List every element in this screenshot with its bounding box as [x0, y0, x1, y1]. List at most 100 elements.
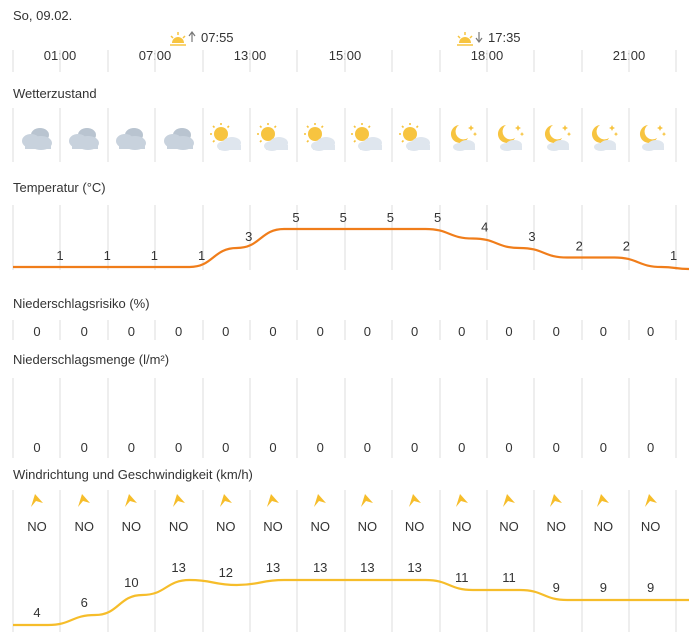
precip-amount-value: 0: [599, 440, 607, 455]
precip-amount-value: 0: [222, 440, 230, 455]
precip-amount-value: 0: [646, 440, 655, 455]
wind-direction: NO: [499, 519, 519, 534]
sunrise-icon: [170, 31, 196, 46]
temperature-line: [12, 227, 689, 271]
wind-direction: NO: [546, 519, 566, 534]
temperature-value: 1: [670, 248, 677, 263]
precip-amount-value: 0: [33, 440, 41, 455]
cloudy-icon: [111, 122, 151, 154]
precip-risk-value: 0: [269, 324, 277, 339]
precip-amount-value: 0: [363, 440, 371, 455]
temperature-value: 2: [623, 239, 630, 254]
temperature-value: 1: [104, 248, 111, 263]
wind-arrow-icon: [501, 493, 517, 514]
moon-cloud-icon: [536, 122, 576, 154]
precip-amount-value: 0: [410, 440, 419, 455]
temperature-value: 5: [387, 210, 394, 225]
wind-arrow-icon: [548, 493, 564, 514]
wind-direction: NO: [74, 519, 94, 534]
wind-direction: NO: [593, 519, 614, 534]
sunrise-time: 07:55: [201, 30, 234, 45]
wind-speed-value: 12: [219, 565, 233, 580]
wind-speed-value: 9: [553, 580, 560, 595]
wind-speed-value: 4: [33, 605, 40, 620]
precip-risk-value: 0: [599, 324, 607, 339]
wind-speed-value: 11: [502, 570, 516, 585]
wind-direction: NO: [357, 519, 378, 534]
moon-cloud-icon: [489, 122, 529, 154]
precip-amount-value: 0: [174, 440, 183, 455]
wind-speed-value: 11: [455, 570, 469, 585]
temperature-value: 1: [151, 248, 158, 263]
wind-arrow-icon: [407, 493, 423, 514]
precip-risk-value: 0: [458, 324, 466, 339]
precip-amount-value: 0: [127, 440, 135, 455]
precip-amount-value: 0: [458, 440, 466, 455]
wind-speed-line: [13, 578, 689, 627]
wind-direction: NO: [263, 519, 283, 534]
temperature-value: 4: [481, 220, 488, 235]
partly-sunny-icon: [347, 122, 387, 154]
wind-arrow-icon: [76, 493, 92, 514]
wind-direction: NO: [121, 519, 142, 534]
sunset-time: 17:35: [488, 30, 521, 45]
cloudy-icon: [159, 122, 199, 154]
wind-arrow-icon: [643, 493, 659, 514]
precip-risk-value: 0: [316, 324, 324, 339]
wind-arrow-icon: [312, 493, 328, 514]
precip-amount-value: 0: [80, 440, 88, 455]
precip-amount-value: 0: [269, 440, 277, 455]
cloudy-icon: [17, 122, 57, 154]
temperature-value: 2: [576, 239, 583, 254]
date-label: So, 09.02.: [13, 8, 73, 23]
precip-risk-value: 0: [127, 324, 135, 339]
precip-risk-value: 0: [646, 324, 655, 339]
precip-risk-value: 0: [33, 324, 41, 339]
precip-risk-value: 0: [80, 324, 88, 339]
precip-amount-value: 0: [505, 440, 513, 455]
wind-arrow-icon: [454, 493, 470, 514]
precip-risk-value: 0: [222, 324, 230, 339]
section-label-precip-risk: Niederschlagsrisiko (%): [13, 296, 150, 311]
section-label-condition: Wetterzustand: [13, 86, 97, 101]
precip-risk-value: 0: [505, 324, 513, 339]
partly-sunny-icon: [300, 122, 340, 154]
sunrise-info: 07:55: [168, 30, 258, 48]
wind-arrow-icon: [218, 493, 234, 514]
precip-amount-value: 0: [552, 440, 560, 455]
wind-speed-value: 9: [600, 580, 607, 595]
wind-speed-value: 13: [266, 560, 280, 575]
sunset-info: 17:35: [455, 30, 545, 48]
wind-speed-value: 6: [81, 595, 88, 610]
moon-cloud-icon: [583, 122, 623, 154]
section-label-wind: Windrichtung und Geschwindigkeit (km/h): [13, 467, 253, 482]
wind-direction: NO: [404, 519, 425, 534]
wind-direction: NO: [168, 519, 189, 534]
section-label-precip-amount: Niederschlagsmenge (l/m²): [13, 352, 170, 367]
wind-speed-value: 13: [407, 560, 421, 575]
wind-speed-value: 13: [313, 560, 327, 575]
precip-risk-value: 0: [174, 324, 183, 339]
wind-arrow-icon: [359, 493, 375, 514]
temperature-value: 1: [198, 248, 205, 263]
cloudy-icon: [64, 122, 104, 154]
temperature-value: 1: [56, 248, 63, 263]
wind-speed-value: 10: [124, 575, 138, 590]
wind-arrow-icon: [171, 493, 187, 514]
temperature-value: 5: [292, 210, 299, 225]
wind-direction: NO: [216, 519, 236, 534]
precip-risk-value: 0: [552, 324, 560, 339]
partly-sunny-icon: [395, 122, 435, 154]
partly-sunny-icon: [206, 122, 246, 154]
temperature-value: 3: [245, 229, 252, 244]
wind-arrow-icon: [265, 493, 281, 514]
partly-sunny-icon: [253, 122, 293, 154]
precip-risk-value: 0: [363, 324, 371, 339]
wind-speed-value: 9: [647, 580, 654, 595]
wind-direction: NO: [452, 519, 472, 534]
moon-cloud-icon: [442, 122, 482, 154]
precip-risk-value: 0: [410, 324, 419, 339]
wind-arrow-icon: [123, 493, 139, 514]
wind-direction: NO: [310, 519, 330, 534]
wind-arrow-icon: [595, 493, 611, 514]
